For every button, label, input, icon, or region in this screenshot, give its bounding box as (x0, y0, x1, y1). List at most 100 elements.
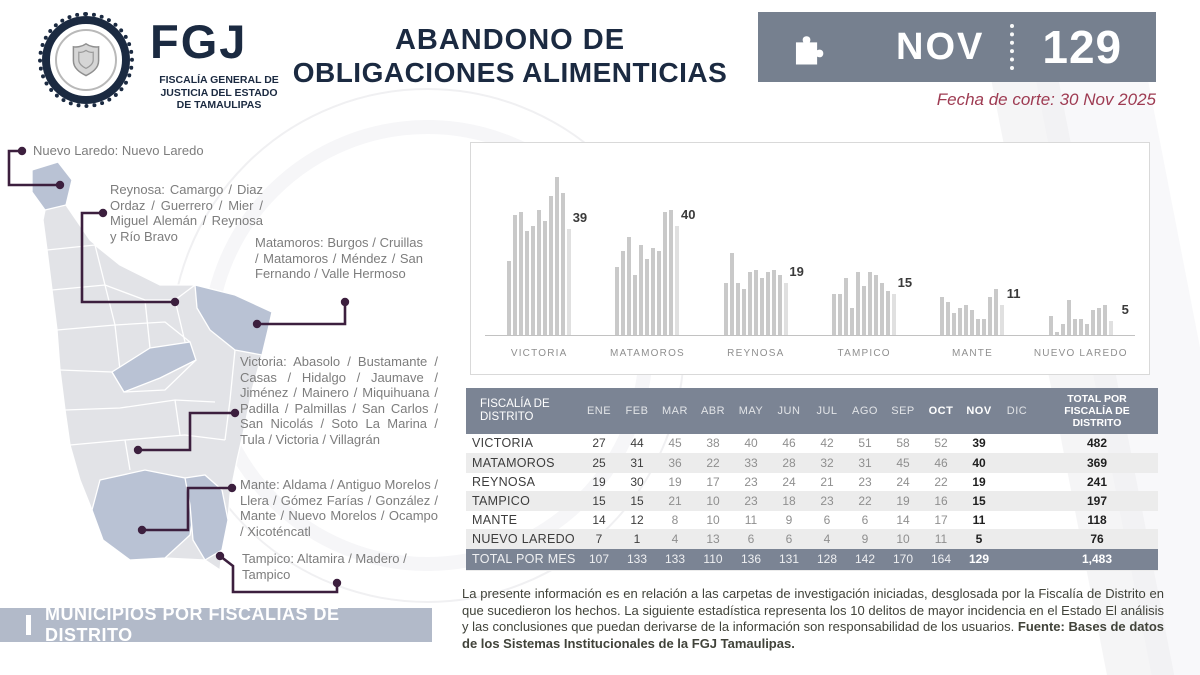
bar-abr (850, 308, 855, 335)
month-cell-jun: 24 (782, 474, 796, 489)
month-cell-sep: 14 (896, 512, 910, 527)
bar-mar (519, 212, 524, 335)
bar-nov (892, 294, 897, 335)
district-cell: TAMPICO (472, 493, 531, 508)
bar-oct (561, 193, 566, 335)
bar-may (639, 245, 644, 335)
bar-feb (1054, 332, 1059, 335)
bar-oct (1102, 305, 1107, 335)
table-row: REYNOSA 19 30 19 17 23 24 21 23 24 22 19 241 (466, 472, 1158, 491)
month-cell-oct: 52 (934, 436, 948, 451)
bar-feb (946, 302, 951, 335)
annotation-matamoros: Matamoros: Burgos / Cruillas / Matamoros… (255, 235, 423, 282)
table-header-abr: ABR (694, 388, 732, 434)
bar-mar (1060, 324, 1065, 335)
month-total-badge: NOV 129 (758, 12, 1156, 82)
table-header-ago: AGO (846, 388, 884, 434)
nov-value-label: 19 (789, 264, 804, 279)
map-region-nuevo-laredo (31, 161, 73, 211)
district-cell: VICTORIA (472, 436, 534, 451)
total-cell: 118 (1087, 512, 1107, 527)
bar-may (531, 226, 536, 335)
month-cell-may: 40 (744, 436, 758, 451)
category-label: MATAMOROS (610, 348, 685, 359)
month-cell-feb: 30 (630, 474, 644, 489)
month-cell-sep: 10 (896, 531, 910, 546)
bar-ene (940, 297, 945, 335)
month-cell-feb: 44 (630, 436, 644, 451)
category-label: NUEVO LAREDO (1033, 348, 1128, 359)
bar-jul (651, 248, 656, 335)
bar-sep (1096, 308, 1101, 335)
nov-value-label: 11 (1006, 286, 1021, 301)
bar-may (1072, 319, 1077, 335)
org-line: FISCALÍA GENERAL DE (159, 74, 279, 86)
month-cell-dic (998, 434, 1036, 453)
month-cell-feb: 15 (630, 493, 644, 508)
org-line: JUSTICIA DEL ESTADO (160, 86, 278, 99)
table-row: MANTE 14 12 8 10 11 9 6 6 14 17 11 118 (466, 510, 1158, 529)
district-cell: MANTE (472, 512, 518, 527)
bar-sep (663, 212, 668, 335)
month-cell-jul: 6 (823, 512, 831, 527)
bar-jul (543, 221, 548, 335)
month-cell-nov: 5 (975, 531, 983, 546)
month-cell-nov: 39 (972, 436, 986, 451)
table-body: VICTORIA 27 44 45 38 40 46 42 51 58 52 39 482 MATAMOR… (466, 434, 1158, 570)
month-cell-feb: 12 (630, 512, 644, 527)
month-cell-oct: 164 (922, 548, 960, 570)
table-header-dic: DIC (998, 388, 1036, 434)
page-title-line2: OBLIGACIONES ALIMENTICIAS (292, 57, 728, 88)
annotation-nuevo-laredo: Nuevo Laredo: Nuevo Laredo (33, 143, 204, 158)
bar-oct (886, 291, 891, 335)
bar-ene (832, 294, 837, 335)
org-name: FISCALÍA GENERAL DE JUSTICIA DEL ESTADO … (144, 74, 294, 112)
bar-may (856, 272, 861, 335)
table-header-row: FISCALÍA DE DISTRITO ENE FEB MAR ABR MAY JUN JU… (466, 388, 1158, 434)
bar-mar (627, 237, 632, 335)
month-cell-jun: 18 (782, 493, 796, 508)
month-cell-may: 23 (744, 474, 758, 489)
table-header-sep: SEP (884, 388, 922, 434)
month-cell-ago: 31 (858, 455, 872, 470)
bar-ene (1048, 316, 1053, 335)
bar-jul (976, 319, 981, 335)
bar-ene (723, 283, 728, 335)
month-cell-ene: 19 (592, 474, 606, 489)
municipios-banner: MUNICIPIOS POR FISCALÍAS DE DISTRITO (0, 604, 432, 645)
month-cell-ago: 6 (861, 512, 869, 527)
month-cell-mar: 4 (671, 531, 679, 546)
bar-ago (982, 319, 987, 335)
month-cell-mar: 36 (668, 455, 682, 470)
category-label: TAMPICO (837, 348, 891, 359)
annotation-reynosa: Reynosa: Camargo / Diaz Ordaz / Guerrero… (110, 182, 263, 244)
month-cell-mar: 133 (656, 548, 694, 570)
bar-oct (669, 210, 674, 335)
footnote: La presente información es en relación a… (462, 586, 1164, 652)
table-header-nov: NOV (960, 388, 998, 434)
table-header-may: MAY (732, 388, 770, 434)
bar-jun (1078, 319, 1083, 335)
month-cell-may: 6 (747, 531, 755, 546)
table-row: MATAMOROS 25 31 36 22 33 28 32 31 45 46 40 369 (466, 453, 1158, 472)
nov-value-label: 5 (1121, 302, 1129, 317)
table-header-jul: JUL (808, 388, 846, 434)
month-cell-dic (998, 453, 1036, 472)
bar-abr (1066, 300, 1071, 335)
bar-feb (621, 251, 626, 335)
shield-icon (72, 42, 100, 77)
month-cell-may: 136 (732, 548, 770, 570)
district-cell: REYNOSA (472, 474, 536, 489)
month-cell-sep: 58 (896, 436, 910, 451)
month-cell-jun: 9 (785, 512, 793, 527)
month-cell-ago: 23 (858, 474, 872, 489)
bar-ene (615, 267, 620, 335)
district-table: FISCALÍA DE DISTRITO ENE FEB MAR ABR MAY JUN JU… (466, 388, 1158, 571)
month-cell-ago: 22 (858, 493, 872, 508)
total-cell: 197 (1086, 493, 1108, 508)
footnote-body: La presente información es en relación a… (462, 586, 1164, 634)
bar-jun (537, 210, 542, 335)
category-label: REYNOSA (727, 348, 785, 359)
month-cell-jul: 42 (820, 436, 834, 451)
month-cell-nov: 129 (960, 548, 998, 570)
